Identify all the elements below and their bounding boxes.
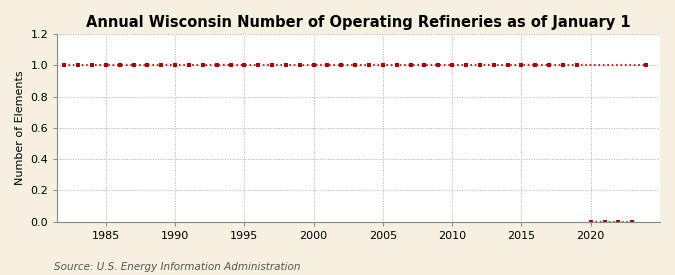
Y-axis label: Number of Elements: Number of Elements <box>15 70 25 185</box>
Title: Annual Wisconsin Number of Operating Refineries as of January 1: Annual Wisconsin Number of Operating Ref… <box>86 15 631 30</box>
Text: Source: U.S. Energy Information Administration: Source: U.S. Energy Information Administ… <box>54 262 300 272</box>
